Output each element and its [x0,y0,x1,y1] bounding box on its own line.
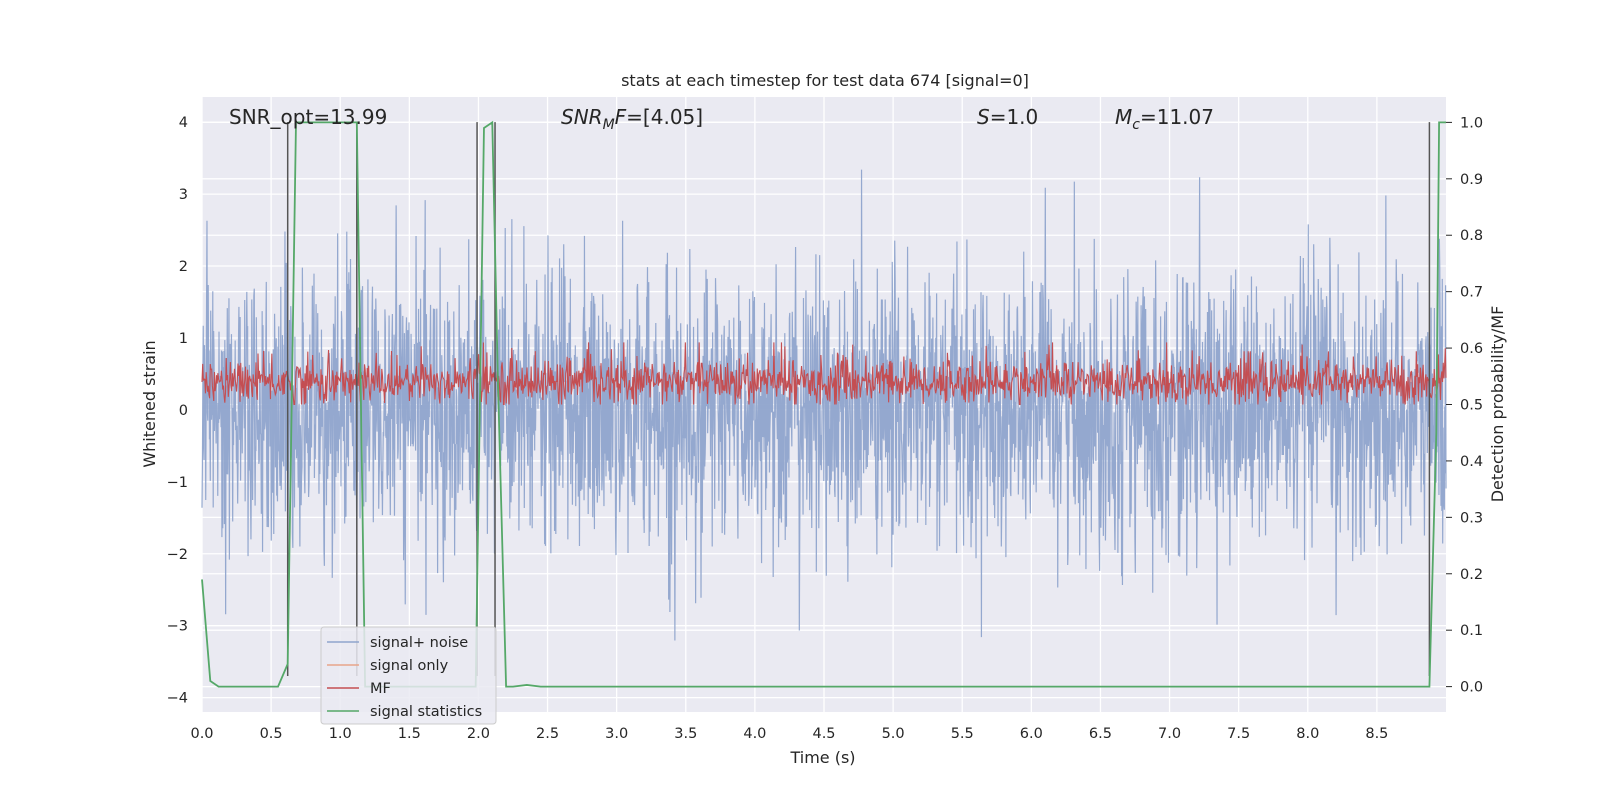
y-right-axis-label: Detection probability/MF [1488,306,1507,503]
x-tick-label: 3.0 [605,726,628,742]
y-right-tick-label: 0.0 [1460,680,1483,696]
y-right-tick-label: 0.2 [1460,567,1483,583]
y-right-tick-label: 0.8 [1460,228,1483,244]
y-right-tick-label: 0.5 [1460,398,1483,414]
x-tick-label: 1.5 [398,726,421,742]
y-right-tick-label: 0.3 [1460,510,1483,526]
y-tick-label: 4 [179,115,188,131]
x-tick-label: 6.0 [1020,726,1043,742]
series-signal-statistics [201,120,1446,688]
chart-title: stats at each timestep for test data 674… [621,71,1029,90]
x-tick-label: 0.0 [190,726,213,742]
annotation-s: S=1.0 [977,105,1038,129]
y-right-tick-label: 0.4 [1460,454,1483,470]
legend-label-signal-only: signal only [370,658,449,674]
annotation-snr-opt: SNR_opt=13.99 [229,105,387,129]
x-tick-label: 8.0 [1296,726,1319,742]
y-tick-label: −3 [167,619,188,635]
snr-mf-subscript: M [603,117,615,133]
snr-mf-value: =[4.05] [626,105,703,129]
series-signal-noise [201,169,1447,641]
y-tick-labels: 4 3 2 1 0 −1 −2 −3 −4 [167,115,188,706]
x-tick-label: 8.5 [1365,726,1388,742]
y-right-tick-label: 1.0 [1460,115,1483,131]
legend: signal+ noise signal only MF signal stat… [320,626,497,725]
legend-label-mf: MF [370,681,391,697]
legend-label-signal-statistics: signal statistics [370,704,482,720]
x-tick-label: 2.5 [536,726,559,742]
legend-box [320,626,497,725]
mc-subscript: c [1132,117,1140,133]
y-tick-label: −1 [167,475,188,491]
y-right-tick-label: 0.9 [1460,172,1483,188]
series-mf [201,342,1447,406]
y-tick-label: 0 [179,403,188,419]
snr-mf-symbol: SNR [561,105,603,129]
y-right-tick-label: 0.7 [1460,285,1483,301]
x-tick-label: 1.0 [329,726,352,742]
annotation-snr-mf: SNRMF=[4.05] [561,105,703,133]
y-right-tick-labels: 1.0 0.9 0.8 0.7 0.6 0.5 0.4 0.3 0.2 0.1 0.0 [1446,115,1483,696]
x-tick-labels: 0.0 0.5 1.0 1.5 2.0 2.5 3.0 3.5 4.0 4.5 5.0 5.5 6.0 6… [190,726,1388,742]
x-tick-label: 2.0 [467,726,490,742]
y-tick-label: −4 [167,691,188,707]
x-tick-label: 5.5 [951,726,974,742]
y-axis-label: Whitened strain [140,340,159,467]
y-tick-label: 1 [179,331,188,347]
annotation-mc: Mc=11.07 [1115,105,1214,133]
s-symbol: S [977,105,990,129]
snr-mf-symbol-2: F [615,105,627,129]
x-tick-label: 7.5 [1227,726,1250,742]
x-tick-label: 5.0 [882,726,905,742]
y-tick-label: 2 [179,259,188,275]
y-tick-label: 3 [179,187,188,203]
series-line-mf [201,342,1447,406]
legend-label-signal-noise: signal+ noise [370,635,468,651]
x-tick-label: 0.5 [260,726,283,742]
y-right-tick-label: 0.6 [1460,341,1483,357]
mc-value: =11.07 [1140,105,1214,129]
mc-symbol: M [1115,105,1132,129]
x-tick-label: 6.5 [1089,726,1112,742]
series-line-signal-noise [201,169,1447,641]
y-tick-label: −2 [167,547,188,563]
x-tick-label: 4.0 [743,726,766,742]
x-tick-label: 4.5 [812,726,835,742]
x-axis-label: Time (s) [789,748,855,767]
s-value: =1.0 [990,105,1039,129]
x-tick-label: 3.5 [674,726,697,742]
series-line-signal-statistics [201,120,1446,688]
y-right-tick-label: 0.1 [1460,623,1483,639]
x-tick-label: 7.0 [1158,726,1181,742]
